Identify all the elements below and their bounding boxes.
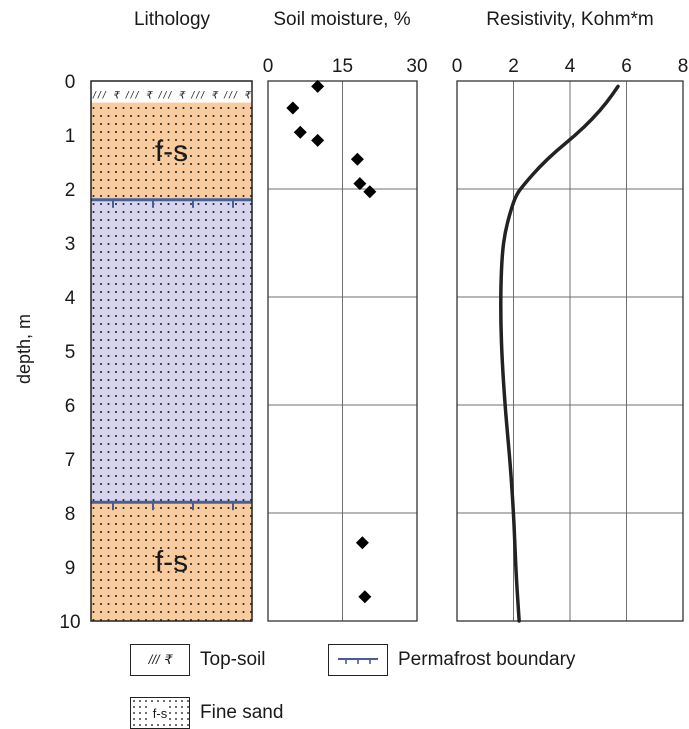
moisture-title: Soil moisture, % (273, 9, 410, 30)
moisture-x-tick-label: 30 (406, 56, 427, 77)
moisture-frame (267, 80, 418, 622)
moisture-x-tick-label: 15 (332, 56, 353, 77)
topsoil-symbol: /// ₹ (148, 652, 172, 667)
depth-tick-label: 7 (65, 450, 76, 471)
permafrost-symbol-swatch (328, 644, 388, 676)
resistivity-frame (456, 80, 684, 622)
depth-tick-label: 5 (65, 342, 76, 363)
depth-tick-label: 9 (65, 558, 76, 579)
depth-axis-label: depth, m (14, 314, 34, 384)
moisture-panel: 0 15 30 (263, 56, 428, 622)
finesand-symbol: f-s (150, 705, 170, 721)
moisture-point (353, 177, 367, 191)
topsoil-symbol-swatch: /// ₹ (130, 644, 190, 676)
moisture-point (363, 185, 377, 199)
moisture-point (293, 125, 307, 139)
depth-tick-label: 4 (65, 288, 76, 309)
legend-finesand: f-s Fine sand (130, 697, 283, 729)
legend-finesand-label: Fine sand (200, 702, 284, 723)
resistivity-panel: 0 2 4 6 8 (452, 56, 689, 623)
moisture-x-tick-label: 0 (263, 56, 274, 77)
depth-tick-label: 1 (65, 126, 76, 147)
moisture-point (311, 79, 325, 93)
lithology-title: Lithology (134, 9, 211, 30)
resistivity-x-tick-label: 8 (678, 56, 689, 77)
moisture-point (358, 590, 372, 604)
depth-tick-labels: 0 1 2 3 4 5 6 7 8 9 10 (59, 72, 80, 633)
moisture-point (286, 101, 300, 115)
topsoil-layer (91, 81, 252, 103)
lithology-column: /// ₹ /// ₹ /// ₹ /// ₹ /// ₹f-sf-s (90, 80, 253, 622)
moisture-point (350, 152, 364, 166)
resistivity-x-tick-label: 0 (452, 56, 463, 77)
permafrost-line-icon (338, 658, 378, 664)
resistivity-title: Resistivity, Kohm*m (486, 9, 654, 30)
depth-tick-label: 10 (59, 612, 80, 633)
lithology-frame (90, 80, 253, 622)
finesand-symbol-swatch: f-s (130, 697, 190, 729)
legend-permafrost-label: Permafrost boundary (398, 649, 576, 670)
legend-permafrost: Permafrost boundary (328, 644, 575, 676)
legend-topsoil-label: Top-soil (200, 649, 266, 670)
depth-tick-label: 3 (65, 234, 76, 255)
depth-tick-label: 0 (65, 72, 76, 93)
depth-tick-label: 2 (65, 180, 76, 201)
layer-label: f-s (155, 546, 188, 579)
sand-dot-pattern (91, 102, 252, 200)
resistivity-x-tick-label: 4 (565, 56, 576, 77)
depth-tick-label: 6 (65, 396, 76, 417)
layer-label: f-s (155, 135, 188, 168)
moisture-point (355, 536, 369, 550)
depth-tick-label: 8 (65, 504, 76, 525)
resistivity-x-tick-label: 2 (508, 56, 519, 77)
moisture-point (311, 133, 325, 147)
sand-dot-pattern (91, 502, 252, 621)
legend-topsoil: /// ₹ Top-soil (130, 644, 265, 676)
resistivity-curve (499, 84, 620, 623)
resistivity-x-tick-label: 6 (621, 56, 632, 77)
sand-dot-pattern (91, 199, 252, 503)
